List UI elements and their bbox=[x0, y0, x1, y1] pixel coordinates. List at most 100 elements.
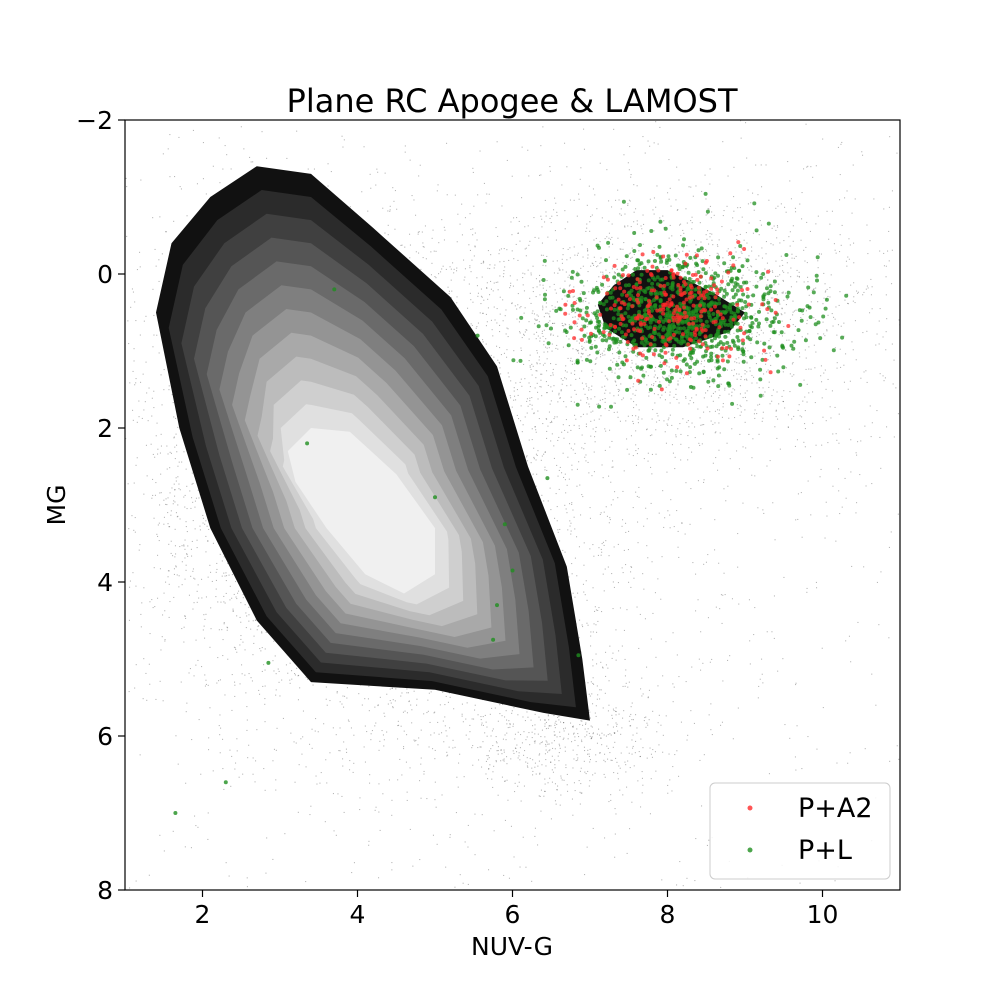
background-point bbox=[506, 356, 508, 358]
background-point bbox=[429, 721, 431, 723]
background-point bbox=[592, 372, 594, 374]
background-point bbox=[256, 629, 258, 631]
background-point bbox=[345, 748, 347, 750]
background-point bbox=[480, 295, 482, 297]
background-point bbox=[638, 647, 640, 649]
background-point bbox=[438, 242, 440, 244]
background-point bbox=[153, 567, 155, 569]
background-point bbox=[237, 592, 239, 594]
background-point bbox=[133, 482, 135, 484]
background-point bbox=[430, 274, 432, 276]
background-point bbox=[625, 522, 627, 524]
background-point bbox=[165, 503, 167, 505]
background-point bbox=[406, 734, 408, 736]
background-point bbox=[604, 568, 606, 570]
background-point bbox=[386, 693, 388, 695]
background-point bbox=[602, 271, 604, 273]
background-point bbox=[140, 626, 142, 628]
background-point bbox=[571, 503, 573, 505]
background-point bbox=[557, 439, 559, 441]
background-point bbox=[510, 380, 512, 382]
background-point bbox=[522, 424, 524, 426]
background-point bbox=[208, 528, 210, 530]
background-point bbox=[521, 431, 523, 433]
background-point bbox=[222, 768, 224, 770]
background-point bbox=[293, 741, 295, 743]
background-point bbox=[605, 664, 607, 666]
background-point bbox=[559, 528, 561, 530]
background-point bbox=[175, 433, 177, 435]
background-point bbox=[595, 653, 597, 655]
background-point bbox=[520, 420, 522, 422]
background-point bbox=[592, 544, 594, 546]
background-point bbox=[239, 683, 241, 685]
background-point bbox=[131, 515, 133, 517]
background-point bbox=[657, 578, 659, 580]
background-point bbox=[386, 731, 388, 733]
background-point bbox=[612, 460, 614, 462]
background-point bbox=[546, 437, 548, 439]
background-point bbox=[229, 599, 231, 601]
background-point bbox=[581, 370, 583, 372]
background-point bbox=[174, 528, 176, 530]
background-point bbox=[174, 489, 176, 491]
background-point bbox=[418, 231, 420, 233]
background-point bbox=[215, 571, 217, 573]
background-point bbox=[453, 268, 455, 270]
background-point bbox=[535, 459, 537, 461]
background-point bbox=[146, 475, 148, 477]
background-point bbox=[298, 674, 300, 676]
background-point bbox=[515, 382, 517, 384]
background-point bbox=[603, 350, 605, 352]
background-point bbox=[461, 715, 463, 717]
background-point bbox=[434, 781, 436, 783]
background-point bbox=[242, 597, 244, 599]
background-point bbox=[415, 214, 417, 216]
background-point bbox=[179, 546, 181, 548]
background-point bbox=[215, 596, 217, 598]
background-point bbox=[278, 681, 280, 683]
background-point bbox=[544, 469, 546, 471]
background-point bbox=[157, 453, 159, 455]
background-point bbox=[201, 597, 203, 599]
background-point bbox=[285, 664, 287, 666]
background-point bbox=[132, 291, 134, 293]
background-point bbox=[222, 168, 224, 170]
background-point bbox=[464, 841, 466, 843]
background-point bbox=[192, 129, 194, 131]
background-point bbox=[613, 271, 615, 273]
background-point bbox=[474, 813, 476, 815]
background-point bbox=[794, 756, 796, 758]
background-point bbox=[570, 522, 572, 524]
background-point bbox=[531, 880, 533, 882]
background-point bbox=[564, 473, 566, 475]
background-point bbox=[601, 464, 603, 466]
background-point bbox=[594, 610, 596, 612]
background-point bbox=[156, 334, 158, 336]
background-point bbox=[178, 136, 180, 138]
background-point bbox=[248, 620, 250, 622]
background-point bbox=[646, 518, 648, 520]
background-point bbox=[883, 265, 885, 267]
background-point bbox=[489, 268, 491, 270]
background-point bbox=[635, 740, 637, 742]
background-point bbox=[482, 741, 484, 743]
background-point bbox=[210, 607, 212, 609]
background-point bbox=[390, 702, 392, 704]
background-point bbox=[157, 554, 159, 556]
background-point bbox=[720, 594, 722, 596]
background-point bbox=[508, 376, 510, 378]
background-point bbox=[325, 686, 327, 688]
background-point bbox=[194, 578, 196, 580]
background-point bbox=[443, 239, 445, 241]
background-point bbox=[275, 694, 277, 696]
background-point bbox=[469, 731, 471, 733]
background-point bbox=[184, 615, 186, 617]
background-point bbox=[628, 581, 630, 583]
background-point bbox=[514, 395, 516, 397]
background-point bbox=[198, 597, 200, 599]
background-point bbox=[510, 221, 512, 223]
background-point bbox=[196, 590, 198, 592]
background-point bbox=[631, 719, 633, 721]
background-point bbox=[135, 382, 137, 384]
